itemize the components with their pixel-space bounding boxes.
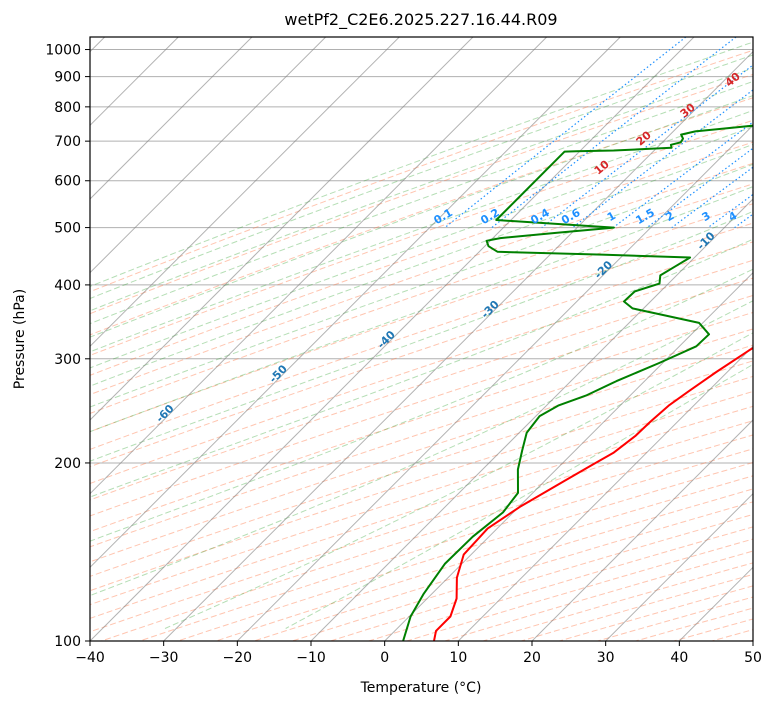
x-tick-label: −20 [223,650,253,666]
dry-adiabat [254,488,753,641]
isotherm-line [531,419,753,641]
dry-adiabat [90,360,753,577]
moist-adiabat [285,363,753,629]
y-tick-label: 200 [54,456,81,472]
x-tick-label: 40 [670,650,688,666]
background-lines [90,37,753,641]
dry-adiabat [90,183,753,414]
chart-title: wetPf2_C2E6.2025.227.16.44.R09 [284,10,557,30]
dry-adiabat [90,390,753,606]
dry-adiabat [90,311,753,533]
x-tick-label: 50 [744,650,762,666]
isotherm-line [163,50,753,641]
y-axis: 100 200 300 400 500 600 700 800 900 1000 [45,43,90,650]
plot-area: 0.10.20.40.611.52346810131620253036-100-… [90,37,753,641]
plot-frame [89,36,754,642]
y-tick-label: 900 [54,70,81,86]
moist-adiabat [90,210,753,462]
isotherm-line [90,37,621,569]
mixing-ratio-line [444,37,687,229]
moist-adiabat [90,143,753,387]
dry-adiabat [90,73,753,315]
moist-adiabat [90,186,753,433]
dry-adiabat [90,259,753,485]
isotherm-line [457,345,753,641]
isotherm-line [605,492,753,641]
isotherm-line [90,37,400,348]
isotherm-line [90,37,695,641]
dry-adiabat [330,513,753,641]
dewpoint-profile [402,124,753,641]
moist-adiabat [90,67,753,312]
dry-adiabat [177,461,753,641]
dry-adiabat [90,375,753,592]
y-tick-label: 500 [54,221,81,237]
x-tick-label: 10 [449,650,467,666]
x-tick-label: 0 [380,650,389,666]
dry-adiabat [90,405,753,619]
x-axis-title: Temperature (°C) [360,680,482,696]
y-axis-title: Pressure (hPa) [12,289,28,389]
x-tick-label: −40 [75,650,105,666]
isotherm-line [236,124,753,641]
y-tick-label: 700 [54,134,81,150]
dry-adiabat [90,141,753,376]
y-tick-label: 400 [54,278,81,294]
moist-adiabat [164,332,753,629]
y-tick-label: 100 [54,634,81,650]
y-tick-label: 800 [54,100,81,116]
x-tick-label: −10 [296,650,326,666]
dry-adiabat [101,434,753,641]
mixing-ratio-line [541,64,753,229]
moist-adiabat [90,126,753,369]
profiles [402,124,753,641]
mixing-ratio-line [612,121,753,229]
temperature-profile [433,346,753,641]
dry-adiabat [90,328,753,548]
dry-adiabat [90,97,753,336]
moist-adiabat [90,300,753,597]
dry-adiabat [90,241,753,468]
isotherm-line [384,271,753,641]
isotherm-line [90,37,548,495]
moist-adiabat [90,41,753,287]
moist-adiabat [90,163,753,408]
x-tick-label: −30 [149,650,179,666]
dry-adiabat [90,222,753,450]
moist-adiabat [90,238,753,498]
isotherm-line [90,37,474,421]
y-tick-label: 1000 [45,43,81,59]
y-tick-label: 600 [54,174,81,190]
moist-adiabat [90,54,753,300]
isotherm-line [90,37,253,200]
dry-adiabat [90,49,753,293]
isotherm-line [90,37,327,274]
x-tick-label: 20 [523,650,541,666]
x-axis: −40 −30 −20 −10 0 10 20 30 40 50 [75,641,762,666]
isotherm-line [310,198,753,641]
y-tick-label: 300 [54,352,81,368]
dry-adiabat [90,162,753,396]
dry-adiabat [292,501,753,641]
moist-adiabat [90,80,753,325]
x-tick-label: 30 [597,650,615,666]
